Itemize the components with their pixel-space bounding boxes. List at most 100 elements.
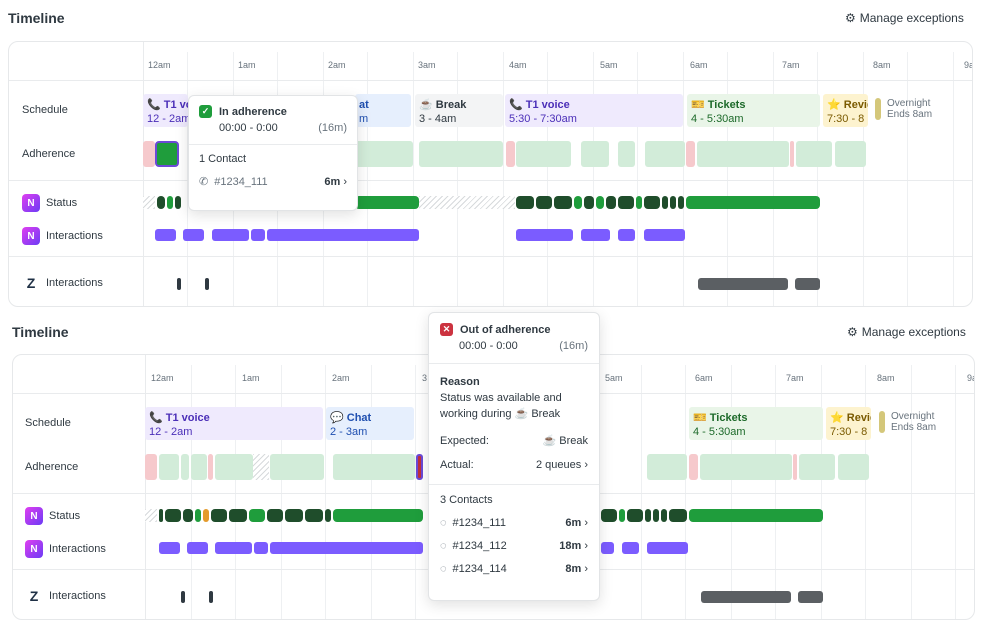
- manage-exceptions-button-bottom[interactable]: ⚙ Manage exceptions: [847, 325, 966, 339]
- adherence-segment[interactable]: [697, 141, 789, 167]
- status-segment[interactable]: [195, 509, 201, 522]
- status-segment[interactable]: [285, 509, 303, 522]
- interaction-bar[interactable]: [215, 542, 252, 554]
- interaction-bar[interactable]: [601, 542, 614, 554]
- status-segment[interactable]: [574, 196, 582, 209]
- adherence-segment[interactable]: [647, 454, 687, 480]
- status-segment[interactable]: [157, 196, 165, 209]
- status-segment[interactable]: [267, 509, 283, 522]
- status-segment[interactable]: [596, 196, 604, 209]
- status-segment[interactable]: [678, 196, 684, 209]
- adherence-segment[interactable]: [689, 454, 698, 480]
- status-segment[interactable]: [618, 196, 634, 209]
- schedule-block-tickets[interactable]: 🎫 Tickets 4 - 5:30am: [687, 94, 820, 127]
- adherence-segment[interactable]: [516, 141, 571, 167]
- schedule-block-tickets[interactable]: 🎫 Tickets 4 - 5:30am: [689, 407, 823, 440]
- adherence-segment[interactable]: [790, 141, 794, 167]
- adherence-segment[interactable]: [270, 454, 324, 480]
- status-segment[interactable]: [305, 509, 323, 522]
- status-segment[interactable]: [175, 196, 181, 209]
- adherence-segment[interactable]: [159, 454, 179, 480]
- actual-row[interactable]: Actual: 2 queues ›: [440, 457, 588, 473]
- adherence-segment[interactable]: [799, 454, 835, 480]
- schedule-block-t1-voice[interactable]: 📞 T1 vo 12 - 2am: [143, 94, 188, 127]
- adherence-segment[interactable]: [191, 454, 207, 480]
- status-segment[interactable]: [619, 509, 625, 522]
- status-segment[interactable]: [183, 509, 193, 522]
- status-segment[interactable]: [229, 509, 247, 522]
- adherence-segment-selected[interactable]: [416, 454, 423, 480]
- zendesk-interaction[interactable]: [205, 278, 209, 290]
- adherence-segment[interactable]: [506, 141, 515, 167]
- status-segment[interactable]: [662, 196, 668, 209]
- status-segment[interactable]: [627, 509, 643, 522]
- adherence-segment[interactable]: [208, 454, 213, 480]
- zendesk-interaction[interactable]: [795, 278, 820, 290]
- adherence-segment[interactable]: [645, 141, 685, 167]
- zendesk-interaction[interactable]: [698, 278, 788, 290]
- schedule-block-break[interactable]: ☕ Break 3 - 4am: [415, 94, 503, 127]
- interaction-bar[interactable]: [647, 542, 688, 554]
- adherence-segment[interactable]: [835, 141, 866, 167]
- zendesk-interaction[interactable]: [177, 278, 181, 290]
- adherence-segment[interactable]: [793, 454, 797, 480]
- adherence-segment[interactable]: [838, 454, 869, 480]
- status-segment[interactable]: [661, 509, 667, 522]
- contact-row[interactable]: ◌ #1234_111 6m ›: [440, 517, 588, 529]
- interaction-bar[interactable]: [622, 542, 639, 554]
- status-segment[interactable]: [644, 196, 660, 209]
- interaction-bar[interactable]: [212, 229, 249, 241]
- contact-row[interactable]: ✆ #1234_111 6m ›: [199, 175, 347, 189]
- status-segment[interactable]: [636, 196, 642, 209]
- status-segment[interactable]: [554, 196, 572, 209]
- schedule-block-chat[interactable]: at m: [355, 94, 411, 127]
- status-segment[interactable]: [333, 509, 423, 522]
- adherence-segment[interactable]: [145, 454, 157, 480]
- interaction-bar[interactable]: [254, 542, 268, 554]
- zendesk-interaction[interactable]: [209, 591, 213, 603]
- status-segment[interactable]: [355, 196, 419, 209]
- schedule-block-chat[interactable]: 💬 Chat 2 - 3am: [326, 407, 414, 440]
- interaction-bar[interactable]: [516, 229, 573, 241]
- interaction-bar[interactable]: [581, 229, 610, 241]
- contact-row[interactable]: ◌ #1234_114 8m ›: [440, 563, 588, 575]
- status-segment[interactable]: [203, 509, 209, 522]
- adherence-segment[interactable]: [581, 141, 609, 167]
- interaction-bar[interactable]: [618, 229, 635, 241]
- schedule-block-t1-voice-2[interactable]: 📞 T1 voice 5:30 - 7:30am: [505, 94, 683, 127]
- status-segment[interactable]: [516, 196, 534, 209]
- adherence-segment-selected[interactable]: [155, 141, 179, 167]
- adherence-segment[interactable]: [181, 454, 189, 480]
- status-segment[interactable]: [645, 509, 651, 522]
- interaction-bar[interactable]: [644, 229, 685, 241]
- status-segment[interactable]: [669, 509, 687, 522]
- manage-exceptions-button-top[interactable]: ⚙ Manage exceptions: [845, 11, 964, 25]
- interaction-bar[interactable]: [155, 229, 176, 241]
- status-segment[interactable]: [159, 509, 163, 522]
- status-segment[interactable]: [653, 509, 659, 522]
- status-segment[interactable]: [536, 196, 552, 209]
- status-segment[interactable]: [606, 196, 616, 209]
- schedule-block-review[interactable]: ⭐ Revie7:30 - 8: [823, 94, 868, 127]
- interaction-bar[interactable]: [267, 229, 419, 241]
- adherence-segment[interactable]: [353, 141, 413, 167]
- interaction-bar[interactable]: [159, 542, 180, 554]
- adherence-segment[interactable]: [796, 141, 832, 167]
- adherence-segment[interactable]: [700, 454, 792, 480]
- adherence-segment[interactable]: [419, 141, 503, 167]
- interaction-bar[interactable]: [187, 542, 208, 554]
- adherence-segment[interactable]: [686, 141, 695, 167]
- adherence-segment[interactable]: [333, 454, 415, 480]
- zendesk-interaction[interactable]: [181, 591, 185, 603]
- status-segment[interactable]: [584, 196, 594, 209]
- status-segment[interactable]: [601, 509, 617, 522]
- zendesk-interaction[interactable]: [701, 591, 791, 603]
- status-segment[interactable]: [686, 196, 820, 209]
- adherence-segment[interactable]: [143, 141, 155, 167]
- contact-row[interactable]: ◌ #1234_112 18m ›: [440, 540, 588, 552]
- status-segment[interactable]: [689, 509, 823, 522]
- schedule-block-review[interactable]: ⭐ Revie7:30 - 8: [826, 407, 871, 440]
- interaction-bar[interactable]: [251, 229, 265, 241]
- interaction-bar[interactable]: [270, 542, 423, 554]
- adherence-segment[interactable]: [215, 454, 253, 480]
